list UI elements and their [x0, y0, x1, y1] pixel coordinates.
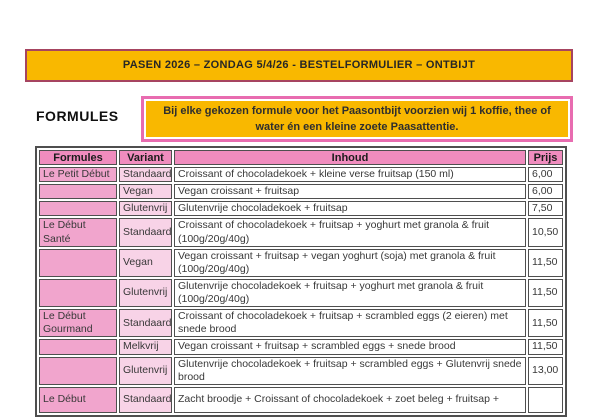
title-banner: PASEN 2026 – ZONDAG 5/4/26 - BESTELFORMU…	[25, 49, 573, 82]
cell-prijs: 6,00	[528, 184, 563, 200]
cell-variant: Glutenvrij	[119, 356, 172, 385]
cell-variant: Standaard	[119, 167, 172, 183]
note-box: Bij elke gekozen formule voor het Paason…	[141, 96, 573, 142]
cell-inhoud: Croissant of chocoladekoek + fruitsap + …	[174, 309, 526, 338]
cell-inhoud: Vegan croissant + fruitsap	[174, 184, 526, 200]
cell-prijs: 11,50	[528, 309, 563, 338]
table-row: Glutenvrij Glutenvrije chocoladekoek + f…	[39, 356, 563, 385]
table-header-row: Formules Variant Inhoud Prijs	[39, 150, 563, 165]
cell-formule	[39, 201, 117, 217]
table-row: Glutenvrij Glutenvrije chocoladekoek + f…	[39, 278, 563, 308]
cell-inhoud: Vegan croissant + fruitsap + vegan yoghu…	[174, 248, 526, 277]
column-header-inhoud: Inhoud	[174, 150, 526, 165]
cell-prijs: 11,50	[528, 278, 563, 308]
table-row: Le Début Santé Standaard Croissant of ch…	[39, 218, 563, 247]
cell-prijs: 7,50	[528, 201, 563, 217]
column-header-variant: Variant	[119, 150, 172, 165]
cell-formule	[39, 184, 117, 200]
cell-inhoud: Croissant of chocoladekoek + fruitsap + …	[174, 218, 526, 247]
table-row: Melkvrij Vegan croissant + fruitsap + sc…	[39, 339, 563, 355]
table-row: Le Début Gourmand Standaard Croissant of…	[39, 309, 563, 338]
note-text: Bij elke gekozen formule voor het Paason…	[163, 105, 551, 133]
section-heading: FORMULES	[36, 108, 119, 124]
cell-formule: Le Petit Début	[39, 167, 117, 183]
cell-variant: Vegan	[119, 184, 172, 200]
cell-inhoud: Vegan croissant + fruitsap + scrambled e…	[174, 339, 526, 355]
cell-inhoud: Glutenvrije chocoladekoek + fruitsap + y…	[174, 278, 526, 308]
cell-variant: Standaard	[119, 309, 172, 338]
cell-formule	[39, 248, 117, 277]
cell-variant: Standaard	[119, 218, 172, 247]
cell-formule: Le Début Gourmand	[39, 309, 117, 338]
cell-variant: Melkvrij	[119, 339, 172, 355]
column-header-formules: Formules	[39, 150, 117, 165]
cell-prijs: 13,00	[528, 356, 563, 385]
cell-variant: Vegan	[119, 248, 172, 277]
cell-prijs: 11,50	[528, 248, 563, 277]
cell-formule	[39, 339, 117, 355]
cell-formule: Le Début Santé	[39, 218, 117, 247]
cell-variant: Glutenvrij	[119, 201, 172, 217]
cell-prijs: 10,50	[528, 218, 563, 247]
cell-formule	[39, 356, 117, 385]
cell-inhoud: Croissant of chocoladekoek + kleine vers…	[174, 167, 526, 183]
cell-prijs: 6,00	[528, 167, 563, 183]
cell-inhoud: Glutenvrije chocoladekoek + fruitsap + s…	[174, 356, 526, 385]
cell-prijs: 11,50	[528, 339, 563, 355]
table-row: Vegan Vegan croissant + fruitsap 6,00	[39, 184, 563, 200]
cell-variant: Glutenvrij	[119, 278, 172, 308]
cell-formule	[39, 278, 117, 308]
column-header-prijs: Prijs	[528, 150, 563, 165]
table-row: Glutenvrij Glutenvrije chocoladekoek + f…	[39, 201, 563, 217]
cell-inhoud: Glutenvrije chocoladekoek + fruitsap	[174, 201, 526, 217]
formules-table: Formules Variant Inhoud Prijs Le Petit D…	[35, 146, 567, 417]
title-banner-text: PASEN 2026 – ZONDAG 5/4/26 - BESTELFORMU…	[122, 59, 476, 71]
table-row: Le Petit Début Standaard Croissant of ch…	[39, 167, 563, 183]
table-row: Vegan Vegan croissant + fruitsap + vegan…	[39, 248, 563, 277]
